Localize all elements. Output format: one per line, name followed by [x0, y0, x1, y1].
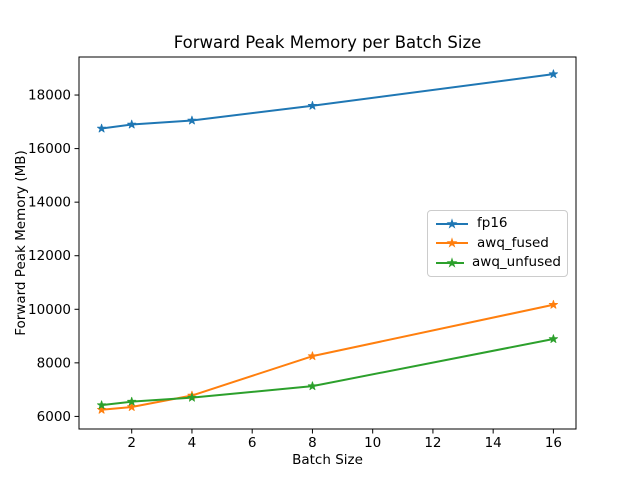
legend-star-icon — [446, 218, 458, 229]
y-tick-label: 6000 — [37, 409, 71, 425]
x-tick-label: 16 — [545, 435, 562, 451]
legend-handle-awq_unfused — [436, 257, 465, 268]
legend-item-fp16: fp16 — [435, 214, 561, 234]
legend-star-icon — [446, 257, 458, 268]
y-tick-label: 10000 — [28, 302, 71, 318]
marker-star-fp16 — [307, 100, 318, 110]
legend-item-awq_fused: awq_fused — [435, 234, 561, 254]
legend-handle-awq_fused — [436, 237, 468, 248]
series-line-awq_fused — [100, 303, 555, 411]
axes-spines — [78, 56, 577, 430]
marker-star-awq_unfused — [187, 392, 197, 402]
marker-star-fp16 — [548, 69, 558, 79]
y-tick-label: 18000 — [28, 88, 71, 104]
series-line-awq_unfused — [100, 338, 555, 407]
marker-star-awq_fused — [127, 402, 137, 411]
marker-star-awq_unfused — [127, 396, 137, 406]
legend-label: awq_fused — [477, 234, 549, 251]
legend-handle-fp16 — [436, 218, 468, 229]
legend: fp16 awq_fused awq_unfused — [427, 210, 568, 277]
y-tick-label: 12000 — [28, 248, 71, 264]
chart-title: Forward Peak Memory per Batch Size — [173, 33, 482, 52]
y-tick-label: 8000 — [37, 355, 71, 371]
marker-star-awq_fused — [97, 404, 107, 414]
y-tick-label: 16000 — [28, 141, 71, 157]
legend-item-awq_unfused: awq_unfused — [435, 253, 561, 273]
x-tick-label: 4 — [188, 435, 197, 451]
x-axis-label: Batch Size — [292, 452, 363, 468]
marker-star-awq_unfused — [97, 400, 107, 410]
x-tick-label: 8 — [308, 435, 317, 451]
x-tick-label: 2 — [127, 435, 136, 451]
x-tick-label: 12 — [424, 435, 441, 451]
marker-star-fp16 — [97, 123, 107, 133]
series-line-fp16 — [100, 73, 555, 130]
marker-star-awq_unfused — [548, 334, 558, 343]
x-tick-label: 14 — [485, 435, 502, 451]
marker-star-awq_fused — [548, 299, 558, 309]
legend-label: fp16 — [477, 215, 508, 231]
x-tick-label: 10 — [364, 435, 381, 451]
legend-star-icon — [446, 237, 458, 248]
marker-star-fp16 — [127, 119, 137, 129]
legend-label: awq_unfused — [472, 254, 561, 270]
marker-star-awq_fused — [307, 351, 318, 361]
x-tick-label: 6 — [248, 435, 257, 451]
y-tick-label: 14000 — [28, 195, 71, 211]
marker-star-fp16 — [187, 115, 197, 125]
marker-star-awq_unfused — [307, 381, 318, 391]
